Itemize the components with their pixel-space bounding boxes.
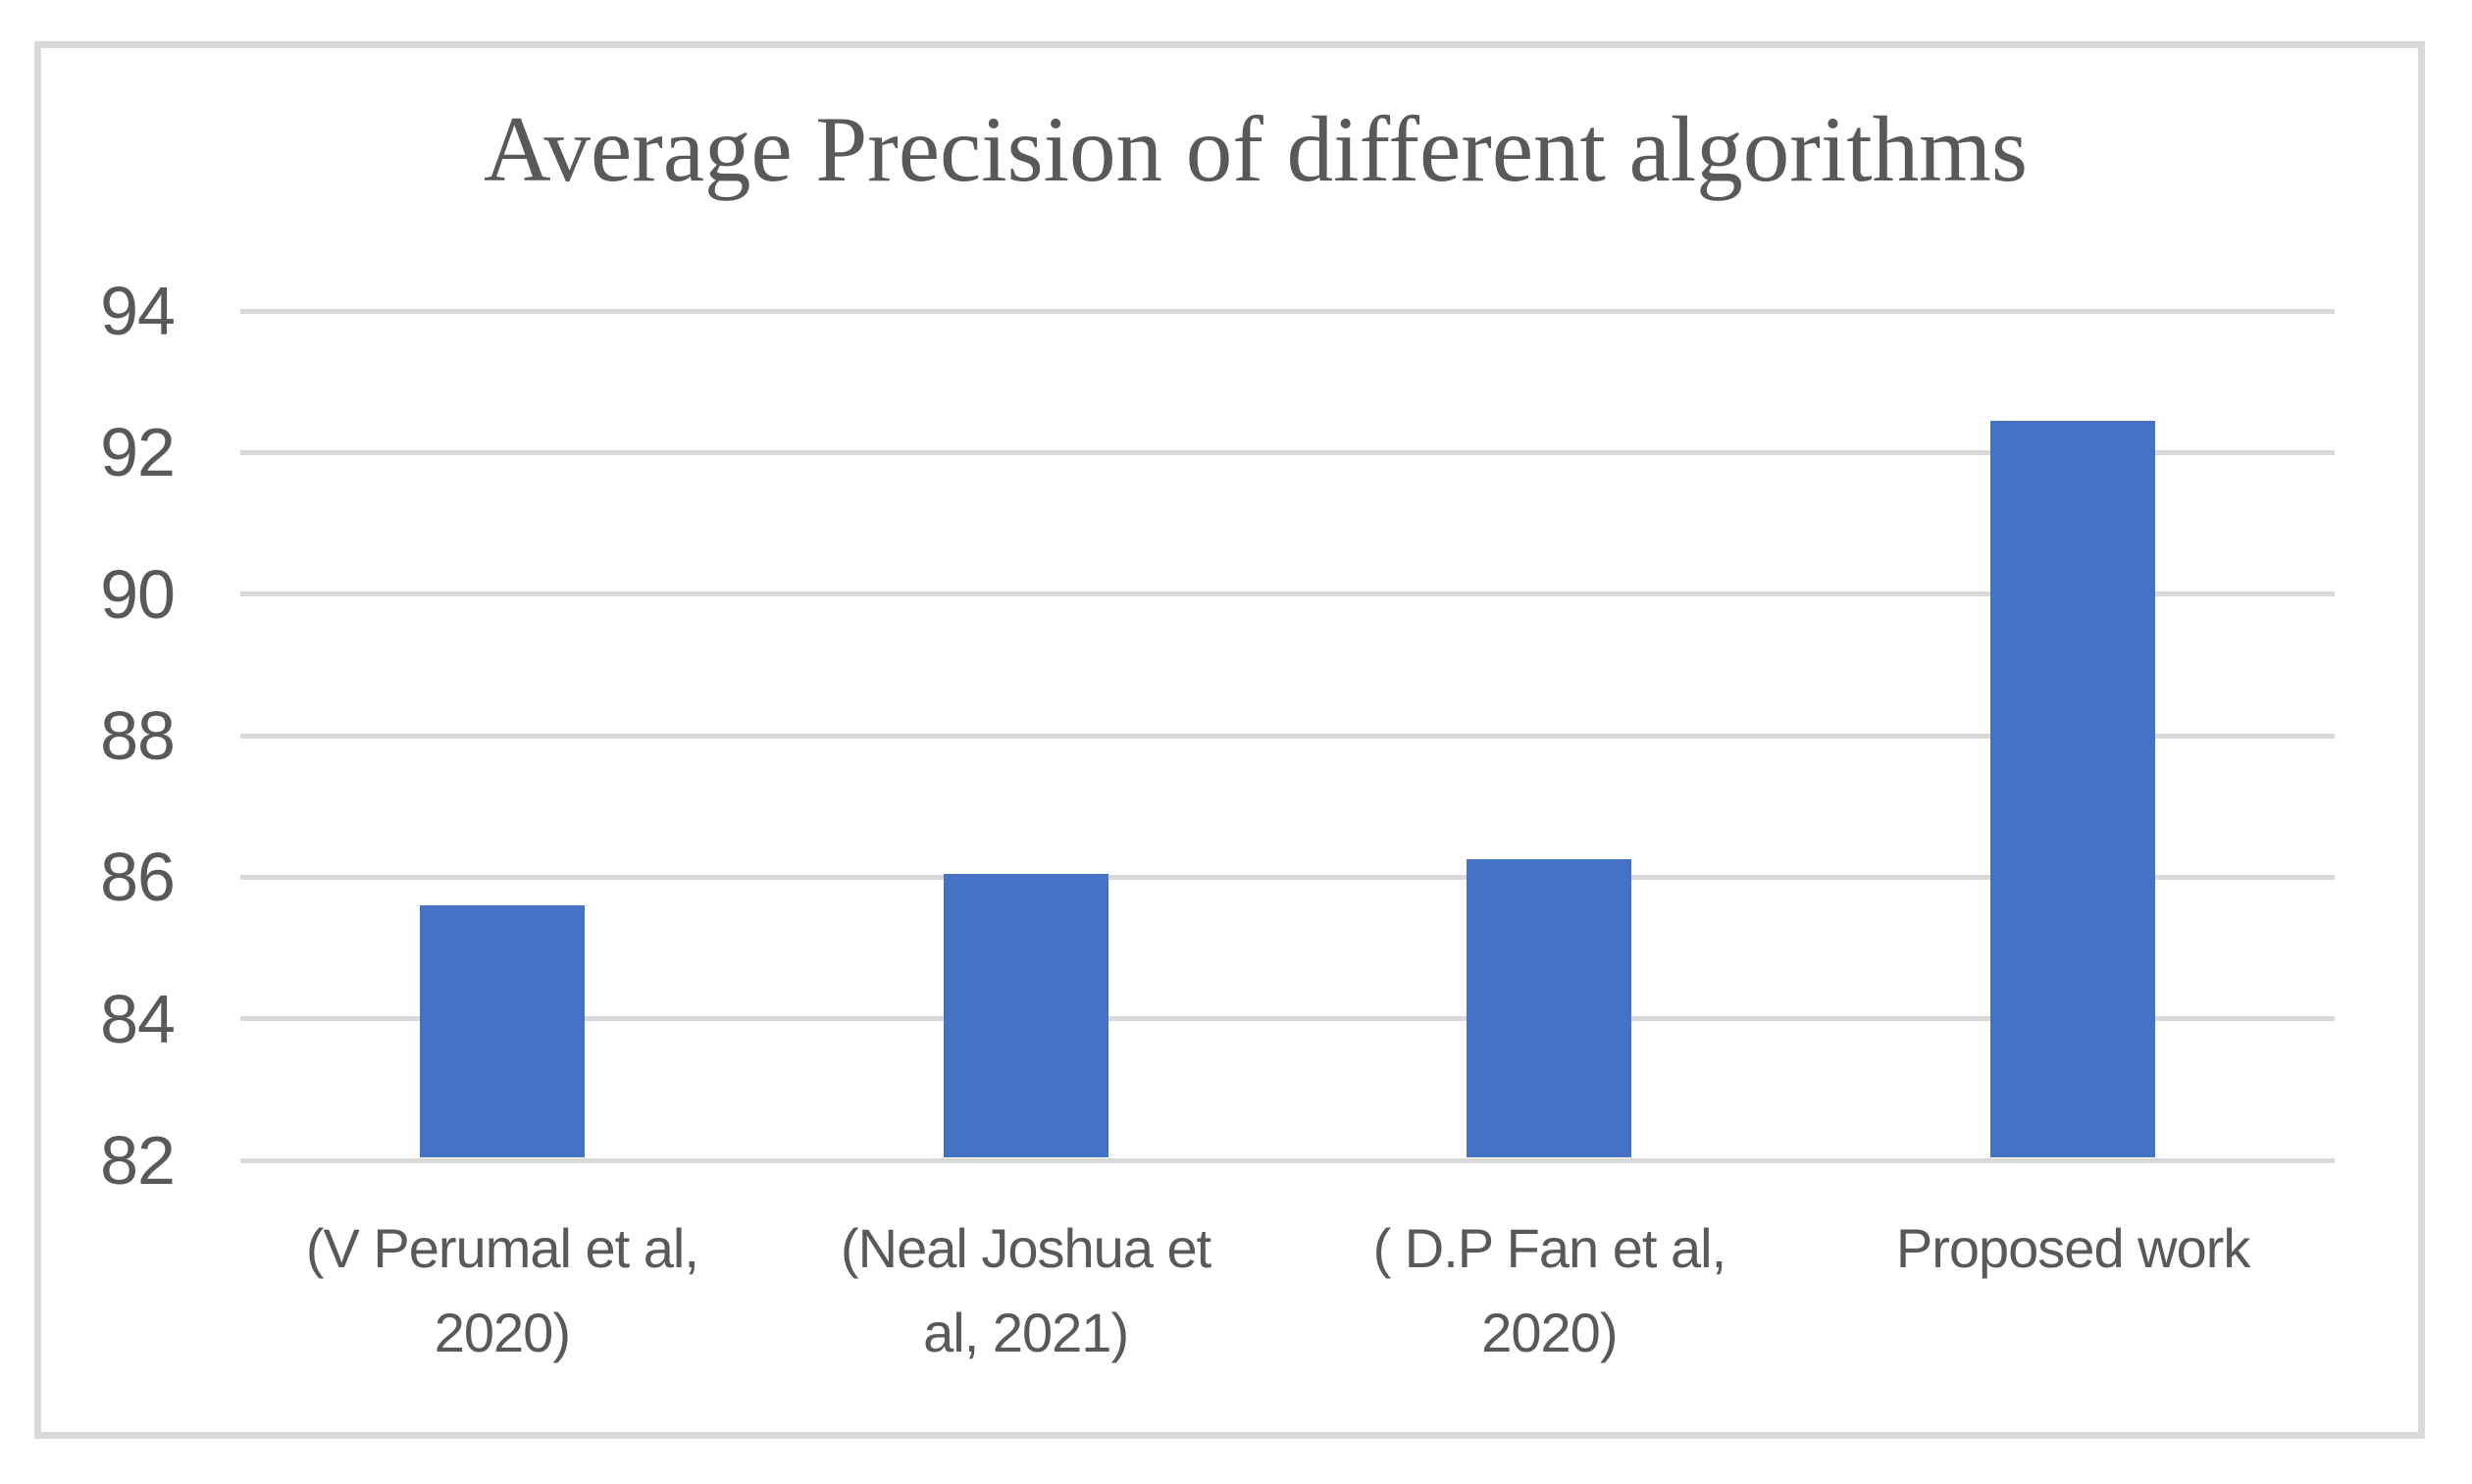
bar-3	[1467, 859, 1632, 1157]
y-axis-tick-label: 94	[100, 273, 176, 349]
x-category-label: (Neal Joshua et al, 2021)	[841, 1217, 1211, 1363]
y-axis-tick-label: 92	[100, 414, 176, 491]
chart-frame	[34, 41, 2425, 1439]
gridline	[240, 874, 2335, 880]
gridline	[240, 591, 2335, 597]
x-category-label: Proposed work	[1895, 1217, 2251, 1279]
gridline	[240, 1016, 2335, 1022]
gridline	[240, 733, 2335, 739]
bar-4	[1990, 420, 2156, 1157]
chart-title: Average Precision of different algorithm…	[483, 97, 2029, 201]
gridline	[240, 308, 2335, 314]
y-axis-tick-label: 88	[100, 697, 176, 774]
y-axis-tick-label: 82	[100, 1122, 176, 1199]
y-axis-tick-label: 84	[100, 980, 176, 1057]
bar-2	[943, 873, 1108, 1157]
x-category-label: (V Perumal et al, 2020)	[305, 1217, 699, 1363]
y-axis-tick-label: 90	[100, 555, 176, 633]
y-axis-tick-label: 86	[100, 839, 176, 916]
x-category-label: ( D.P Fan et al, 2020)	[1372, 1217, 1727, 1363]
gridline	[240, 449, 2335, 455]
bar-1	[419, 905, 585, 1157]
gridline	[240, 1157, 2335, 1163]
